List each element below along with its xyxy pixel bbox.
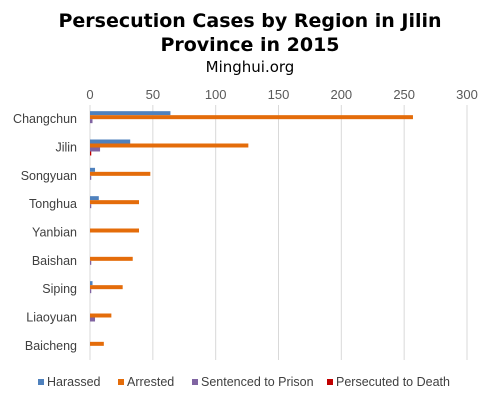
x-tick-label: 300 xyxy=(456,87,478,102)
legend-label: Persecuted to Death xyxy=(336,375,450,389)
category-label: Liaoyuan xyxy=(26,311,77,325)
category-label: Siping xyxy=(42,282,77,296)
category-label: Yanbian xyxy=(32,226,77,240)
bar xyxy=(90,285,123,290)
legend-swatch xyxy=(38,379,44,385)
category-label: Baicheng xyxy=(25,339,77,353)
legend-swatch xyxy=(192,379,198,385)
bar xyxy=(90,200,140,205)
bar xyxy=(90,147,101,152)
legend-swatch xyxy=(118,379,124,385)
bar xyxy=(90,119,93,124)
bar xyxy=(90,256,133,261)
bar xyxy=(90,317,96,322)
bar xyxy=(90,313,112,318)
bar xyxy=(90,341,104,346)
chart-subtitle: Minghui.org xyxy=(205,58,295,76)
category-label: Songyuan xyxy=(21,169,77,183)
x-tick-label: 0 xyxy=(86,87,93,102)
category-label: Changchun xyxy=(13,112,77,126)
category-label: Baishan xyxy=(32,254,77,268)
legend-label: Arrested xyxy=(127,375,174,389)
legend-label: Sentenced to Prison xyxy=(201,375,314,389)
bar xyxy=(90,260,92,265)
bar xyxy=(90,289,92,294)
legend-swatch xyxy=(327,379,333,385)
category-label: Jilin xyxy=(55,141,77,155)
bar xyxy=(90,111,171,116)
x-tick-label: 150 xyxy=(268,87,290,102)
bar xyxy=(90,167,96,172)
bar xyxy=(90,171,151,176)
category-label: Tonghua xyxy=(29,197,77,211)
bar xyxy=(90,151,92,156)
legend-label: Harassed xyxy=(47,375,101,389)
x-tick-label: 250 xyxy=(393,87,415,102)
bar xyxy=(90,139,131,144)
bar xyxy=(90,204,92,209)
bar xyxy=(90,175,92,180)
bar xyxy=(90,143,249,148)
bar xyxy=(90,196,99,201)
bar xyxy=(90,281,93,286)
chart-title-line1: Persecution Cases by Region in Jilin xyxy=(58,10,442,32)
chart-title-line2: Province in 2015 xyxy=(160,34,340,56)
bar xyxy=(90,115,413,120)
x-tick-label: 200 xyxy=(330,87,352,102)
x-tick-label: 100 xyxy=(205,87,227,102)
x-tick-label: 50 xyxy=(146,87,160,102)
bar xyxy=(90,228,140,233)
